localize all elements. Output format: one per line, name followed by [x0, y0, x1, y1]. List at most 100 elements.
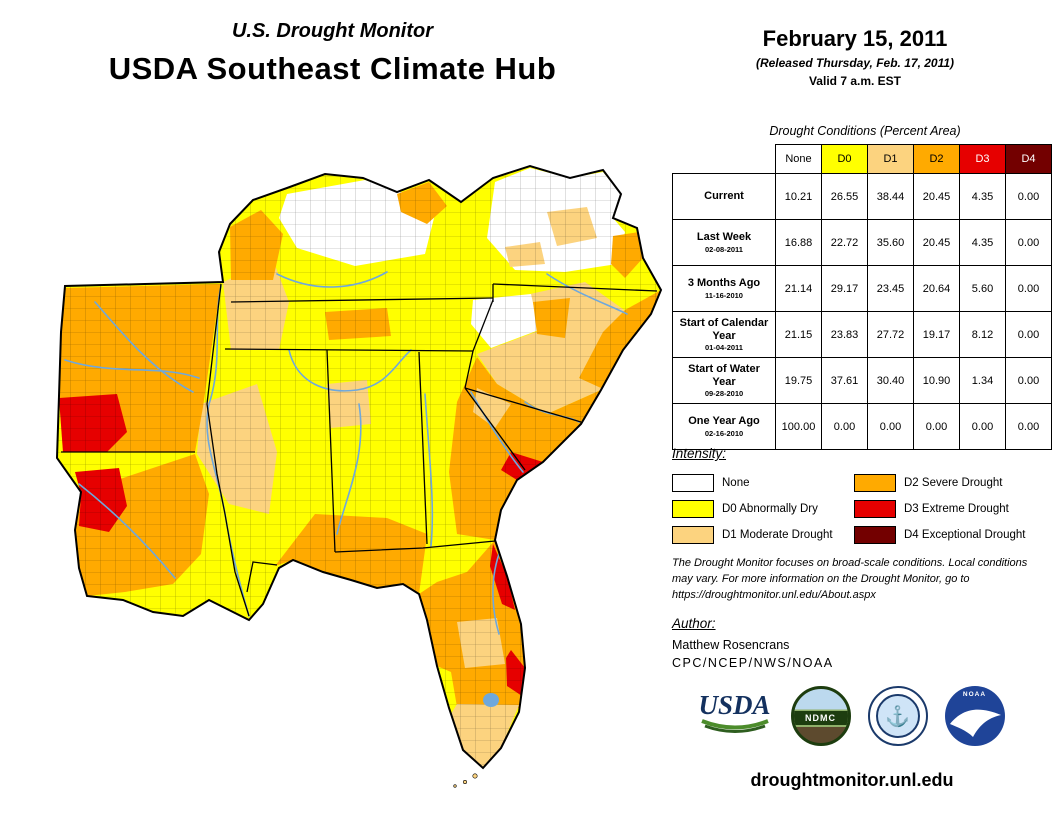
col-header-d4: D4 — [1005, 144, 1052, 174]
value-cell: 23.45 — [867, 265, 914, 312]
anchor-icon: ⚓ — [875, 694, 920, 738]
row-date: 11-16-2010 — [705, 290, 743, 300]
ndmc-logo: NDMC — [790, 686, 851, 746]
value-cell: 16.88 — [775, 219, 822, 266]
value-cell: 20.64 — [913, 265, 960, 312]
col-header-d1: D1 — [867, 144, 914, 174]
noaa-logo-text: NOAA — [962, 691, 987, 698]
none-swatch — [672, 473, 714, 492]
value-cell: 37.61 — [821, 357, 868, 404]
ndmc-logo-text: NDMC — [793, 711, 848, 725]
value-cell: 21.14 — [775, 265, 822, 312]
col-header-d0: D0 — [821, 144, 868, 174]
title-block: U.S. Drought Monitor USDA Southeast Clim… — [15, 20, 650, 87]
report-date: February 15, 2011 — [762, 26, 948, 51]
table-row: Start of Water Year 09-28-2010 19.75 37.6… — [672, 357, 1052, 404]
southeast-drought-map — [55, 164, 663, 788]
date-block: February 15, 2011 (Released Thursday, Fe… — [690, 26, 1020, 88]
usda-logo: USDA — [696, 690, 774, 738]
col-header-d3: D3 — [959, 144, 1006, 174]
row-label-text: Start of Water Year — [688, 362, 760, 388]
value-cell: 8.12 — [959, 311, 1006, 358]
commerce-seal: ⚓ — [867, 686, 928, 746]
col-header-d2: D2 — [913, 144, 960, 174]
legend-label: D1 Moderate Drought — [722, 528, 833, 541]
released-date: (Released Thursday, Feb. 17, 2011) — [755, 56, 955, 70]
region-outline — [55, 164, 663, 770]
value-cell: 4.35 — [959, 173, 1006, 220]
d3-swatch — [854, 499, 896, 518]
table-row: Start of Calendar Year 01-04-2011 21.15 2… — [672, 311, 1052, 358]
legend-title: Intensity: — [672, 446, 727, 461]
lake-okeechobee — [483, 693, 499, 707]
value-cell: 21.15 — [775, 311, 822, 358]
table-row: Current 10.21 26.55 38.44 20.45 4.35 0.0… — [672, 173, 1052, 220]
value-cell: 23.83 — [821, 311, 868, 358]
legend-label: D4 Exceptional Drought — [904, 528, 1026, 541]
valid-time: Valid 7 a.m. EST — [808, 74, 902, 88]
row-label: Last Week 02-08-2011 — [672, 219, 776, 266]
legend-item-d0: D0 Abnormally Dry — [672, 496, 854, 521]
value-cell: 0.00 — [1005, 403, 1052, 450]
row-label-text: Start of Calendar Year — [679, 316, 769, 342]
legend-label: D2 Severe Drought — [904, 476, 1003, 489]
legend-label: D3 Extreme Drought — [904, 502, 1009, 515]
legend-item-d4: D4 Exceptional Drought — [854, 522, 1036, 547]
author-org: CPC/NCEP/NWS/NOAA — [672, 656, 834, 670]
row-date: 02-08-2011 — [705, 244, 743, 254]
value-cell: 20.45 — [913, 173, 960, 220]
row-label: One Year Ago 02-16-2010 — [672, 403, 776, 450]
value-cell: 27.72 — [867, 311, 914, 358]
row-label: 3 Months Ago 11-16-2010 — [672, 265, 776, 312]
row-label-text: 3 Months Ago — [687, 277, 761, 290]
value-cell: 0.00 — [1005, 311, 1052, 358]
row-label: Current — [672, 173, 776, 220]
intensity-legend: Intensity: None D0 Abnormally Dry D1 Mod… — [672, 446, 1040, 547]
table-corner — [672, 144, 776, 174]
legend-grid: None D0 Abnormally Dry D1 Moderate Droug… — [672, 470, 1040, 547]
county-grid — [57, 166, 661, 768]
disclaimer-text: The Drought Monitor focuses on broad-sca… — [672, 557, 1028, 601]
value-cell: 20.45 — [913, 219, 960, 266]
d2-swatch — [854, 473, 896, 492]
value-cell: 10.21 — [775, 173, 822, 220]
value-cell: 19.17 — [913, 311, 960, 358]
value-cell: 19.75 — [775, 357, 822, 404]
row-label-text: Current — [704, 189, 744, 202]
value-cell: 10.90 — [913, 357, 960, 404]
value-cell: 0.00 — [1005, 357, 1052, 404]
row-label-text: Last Week — [696, 231, 752, 244]
author-block: Author: Matthew Rosencrans CPC/NCEP/NWS/… — [672, 616, 834, 670]
value-cell: 38.44 — [867, 173, 914, 220]
legend-label: None — [722, 476, 750, 489]
value-cell: 1.34 — [959, 357, 1006, 404]
row-date: 02-16-2010 — [704, 428, 744, 438]
d1-swatch — [672, 525, 714, 544]
legend-item-d3: D3 Extreme Drought — [854, 496, 1036, 521]
row-date: 09-28-2010 — [704, 389, 744, 399]
value-cell: 35.60 — [867, 219, 914, 266]
value-cell: 100.00 — [775, 403, 822, 450]
legend-label: D0 Abnormally Dry — [722, 502, 818, 515]
d4-swatch — [854, 525, 896, 544]
value-cell: 0.00 — [959, 403, 1006, 450]
site-url: droughtmonitor.unl.edu — [750, 770, 954, 790]
author-name: Matthew Rosencrans — [672, 638, 790, 652]
drought-conditions-table: None D0 D1 D2 D3 D4 Current 10.21 26.55 … — [672, 144, 1052, 450]
col-header-none: None — [775, 144, 822, 174]
table-row: 3 Months Ago 11-16-2010 21.14 29.17 23.45… — [672, 265, 1052, 312]
value-cell: 4.35 — [959, 219, 1006, 266]
value-cell: 22.72 — [821, 219, 868, 266]
table-row: Last Week 02-08-2011 16.88 22.72 35.60 20… — [672, 219, 1052, 266]
usda-logo-text: USDA — [698, 690, 771, 721]
legend-item-d1: D1 Moderate Drought — [672, 522, 854, 547]
drought-regions — [57, 166, 661, 768]
usda-swoosh-icon — [700, 718, 769, 733]
row-label: Start of Calendar Year 01-04-2011 — [672, 311, 776, 358]
rivers — [64, 271, 628, 635]
page-title: USDA Southeast Climate Hub — [108, 51, 557, 86]
value-cell: 0.00 — [821, 403, 868, 450]
noaa-gull-icon — [949, 709, 1001, 737]
state-borders — [61, 283, 658, 617]
